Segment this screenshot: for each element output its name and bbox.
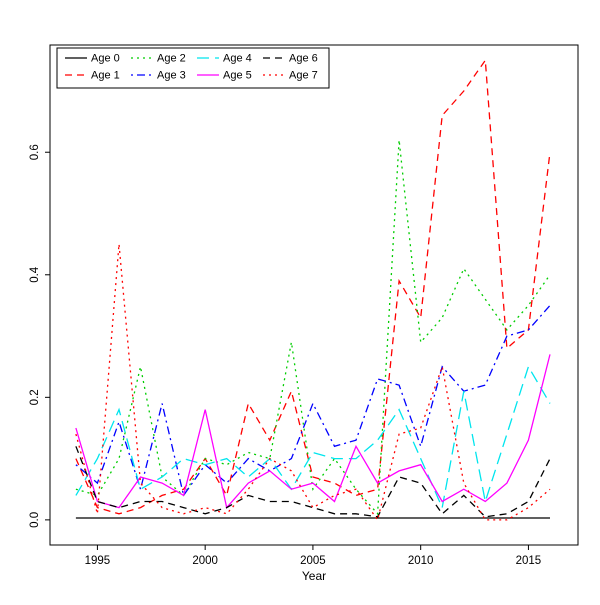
legend-item-age-4: Age 4 [197, 53, 252, 65]
series-line-age-4 [75, 365, 551, 510]
y-tick-label: 0.6 [29, 144, 41, 160]
legend-item-age-3: Age 3 [131, 70, 186, 82]
legend-label: Age 5 [223, 70, 252, 82]
x-axis-title: Year [302, 569, 326, 583]
legend-label: Age 6 [289, 53, 318, 65]
legend-label: Age 3 [157, 70, 186, 82]
legend-box [56, 47, 330, 89]
legend-label: Age 4 [223, 53, 252, 65]
series-line-age-5 [75, 354, 551, 509]
legend-item-age-0: Age 0 [65, 53, 120, 65]
legend-item-age-5: Age 5 [197, 70, 252, 82]
legend-label: Age 7 [289, 70, 318, 82]
series-line-age-6 [75, 446, 551, 518]
legend-item-age-6: Age 6 [263, 53, 318, 65]
legend-label: Age 2 [157, 53, 186, 65]
series-line-age-1 [75, 58, 551, 515]
legend-label: Age 1 [91, 70, 120, 82]
x-tick-label: 2010 [408, 555, 434, 567]
series-line-age-2 [75, 139, 551, 516]
legend: Age 0 Age 1 Age 2 Age 3 Age 4 Age 5 Age 6 Age 7 [56, 47, 330, 89]
x-tick-label: 2000 [192, 555, 218, 567]
plot-box [49, 44, 579, 546]
legend-item-age-1: Age 1 [65, 70, 120, 82]
x-tick-label: 1995 [85, 555, 111, 567]
x-tick-label: 2015 [516, 555, 542, 567]
legend-item-age-7: Age 7 [263, 70, 318, 82]
legend-label: Age 0 [91, 53, 120, 65]
series-line-age-3 [75, 304, 551, 497]
legend-item-age-2: Age 2 [131, 53, 186, 65]
y-tick-label: 0.0 [29, 512, 41, 528]
x-tick-label: 2005 [300, 555, 326, 567]
y-tick-label: 0.2 [29, 389, 41, 405]
y-tick-label: 0.4 [29, 266, 41, 283]
